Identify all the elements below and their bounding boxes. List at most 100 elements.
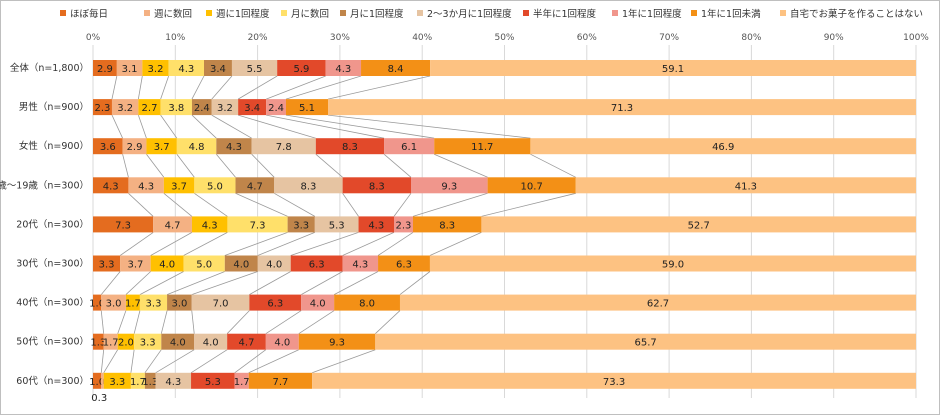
bars: 2.9 3.1 3.2 4.3 3.4 5.5 5.9 4.3 8.4 59.1 2.3 3.2 2.7… [89, 60, 917, 404]
bar-segment-7-0 [93, 333, 104, 350]
connector-line [301, 271, 343, 295]
connector-line [211, 114, 252, 139]
connector-line [111, 75, 118, 100]
series-connector-lines [100, 75, 576, 374]
connector-line [137, 75, 143, 100]
bar-segment-7-4 [161, 333, 195, 350]
connector-line [285, 114, 435, 139]
connector-line [100, 271, 121, 295]
legend-swatch-6 [523, 10, 529, 16]
data-label-5-1: 3.7 [127, 260, 143, 271]
connector-line [481, 192, 576, 217]
category-label-5: 30代（n=300） [16, 258, 89, 270]
data-label-5-7: 4.3 [352, 260, 368, 271]
bar-segment-5-0 [93, 255, 121, 272]
x-tick-label-6: 60% [577, 33, 597, 43]
data-label-5-6: 6.3 [309, 260, 325, 271]
connector-line [211, 75, 233, 100]
data-label-4-1: 4.7 [165, 220, 181, 231]
bar-segment-7-8 [298, 333, 376, 350]
legend-label-8: 1年に1回未満 [701, 8, 761, 20]
legend-swatch-1 [144, 10, 150, 16]
category-label-4: 20代（n=300） [16, 218, 89, 230]
data-label-0-8: 8.4 [388, 64, 404, 75]
bar-segment-1-7 [266, 99, 286, 116]
connector-line [216, 153, 236, 178]
bar-segment-1-3 [160, 99, 192, 116]
bar-segment-7-1 [103, 333, 118, 350]
connector-line [238, 114, 316, 139]
bar-segment-5-8 [378, 255, 430, 272]
data-label-1-5: 3.2 [217, 103, 233, 114]
bar-segment-6-4 [167, 294, 192, 311]
legend-label-3: 月に数回 [291, 8, 329, 20]
data-label-7-5: 4.0 [203, 338, 219, 349]
data-label-0-5: 5.5 [247, 64, 263, 75]
connector-line [315, 153, 343, 178]
bar-segment-3-4 [235, 177, 275, 194]
connector-line [190, 349, 228, 374]
bar-segment-3-8 [487, 177, 576, 194]
data-label-3-1: 4.3 [138, 181, 154, 192]
data-label-1-2: 2.7 [142, 103, 158, 114]
bar-segment-6-7 [301, 294, 335, 311]
bar-segment-5-5 [257, 255, 291, 272]
data-label-5-8: 6.3 [396, 260, 412, 271]
bar-segment-3-3 [194, 177, 236, 194]
legend-label-7: 1年に1回程度 [622, 8, 682, 20]
data-label-4-0: 7.3 [115, 220, 131, 231]
bar-segment-4-7 [393, 216, 413, 233]
x-tick-label-5: 50% [494, 33, 514, 43]
connector-line [530, 153, 576, 178]
connector-line [342, 232, 395, 256]
bar-segment-3-5 [274, 177, 343, 194]
connector-line [163, 192, 193, 217]
bar-segment-3-1 [128, 177, 164, 194]
data-label-1-3: 3.8 [168, 103, 184, 114]
connector-line [375, 310, 401, 334]
bar-segment-3-9 [575, 177, 916, 194]
connector-line [125, 271, 151, 295]
connector-line [290, 232, 359, 256]
bar-segment-4-1 [153, 216, 192, 233]
connector-line [160, 310, 168, 334]
connector-line [383, 153, 412, 178]
connector-line [130, 349, 135, 373]
bar-segment-1-4 [191, 99, 212, 116]
data-label-0-9: 59.1 [662, 64, 684, 75]
bar-segment-8-5 [155, 372, 192, 389]
bar-segment-3-6 [342, 177, 411, 194]
bar-segment-1-9 [328, 99, 917, 116]
x-tick-label-3: 30% [330, 33, 350, 43]
data-label-4-5: 5.3 [329, 220, 345, 231]
category-label-7: 50代（n=300） [16, 336, 89, 348]
connector-line [327, 75, 431, 100]
connector-line [100, 349, 105, 373]
connector-line [311, 349, 376, 374]
legend-swatch-5 [417, 10, 423, 16]
data-label-5-0: 3.3 [99, 260, 115, 271]
connector-line [257, 232, 315, 256]
connector-line [265, 310, 302, 335]
legend-swatch-7 [612, 10, 618, 16]
connector-line [128, 193, 154, 217]
data-label-1-8: 5.1 [299, 103, 315, 114]
bar-segment-2-2 [146, 138, 177, 155]
data-label-1-9: 71.3 [611, 103, 633, 114]
bar-segment-2-9 [530, 138, 916, 155]
data-label-6-2: 1.7 [125, 299, 141, 310]
data-label-0-1: 3.1 [122, 64, 138, 75]
data-label-1-1: 3.2 [117, 103, 133, 114]
data-label-4-4: 3.3 [293, 220, 309, 231]
legend-label-6: 半年に1回程度 [533, 8, 597, 20]
data-label-7-4: 4.0 [170, 338, 186, 349]
connector-line [399, 271, 431, 295]
bar-segment-1-0 [93, 99, 112, 116]
legend-label-2: 週に1回程度 [216, 8, 270, 20]
data-label-6-0: 1.0 [89, 299, 105, 310]
legend-swatch-8 [691, 10, 697, 16]
data-label-2-2: 3.7 [154, 142, 170, 153]
bar-segment-6-3 [139, 294, 168, 311]
bar-segment-0-4 [203, 60, 232, 76]
bar-segment-5-3 [183, 255, 225, 272]
